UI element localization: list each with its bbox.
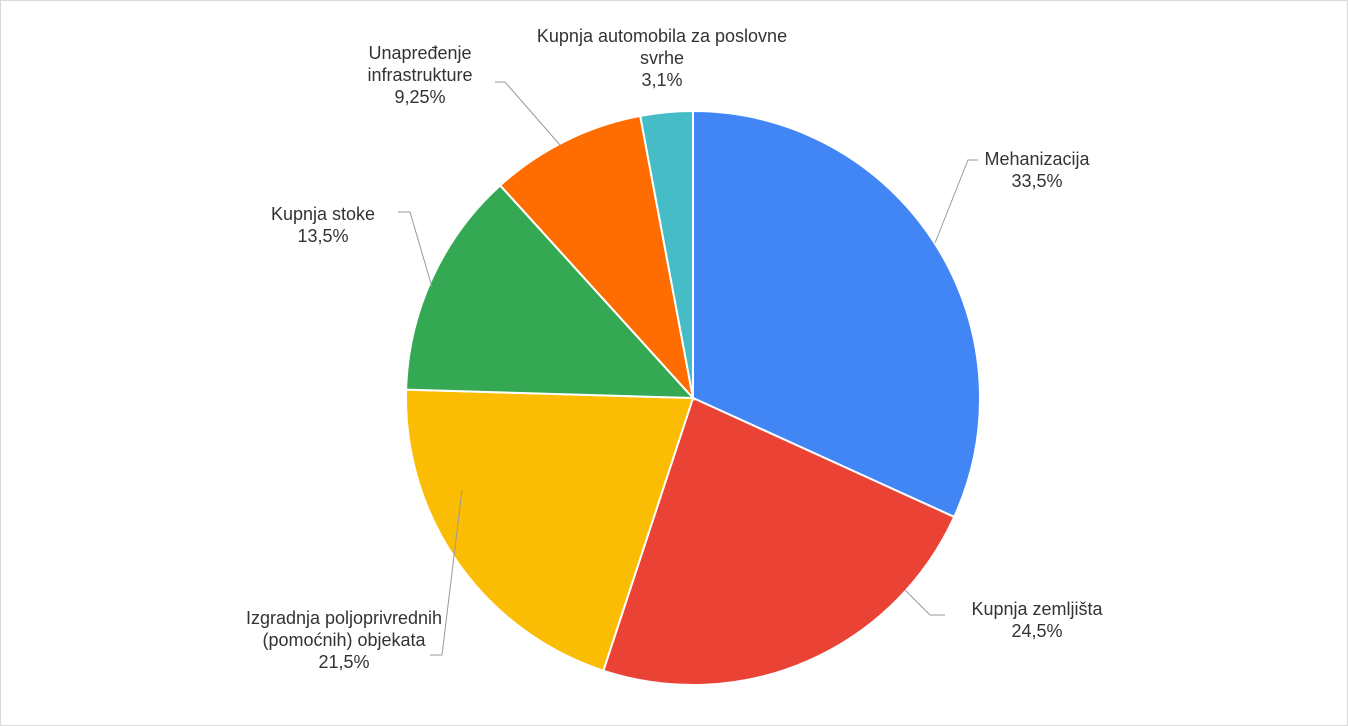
slice-name: Izgradnja poljoprivrednih (pomoćnih) obj… — [245, 608, 443, 650]
pie-slice — [692, 109, 981, 519]
slice-label: Kupnja stoke 13,5% — [233, 203, 413, 247]
slice-name: Kupnja zemljišta — [971, 599, 1103, 619]
slice-value: 3,1% — [641, 70, 683, 90]
slice-value: 24,5% — [1011, 621, 1063, 641]
leader-line — [398, 211, 433, 288]
slice-label: Mehanizacija 33,5% — [937, 148, 1137, 192]
slice-value: 21,5% — [318, 652, 370, 672]
slice-label: Izgradnja poljoprivrednih (pomoćnih) obj… — [239, 607, 449, 673]
slice-label: Unapređenje infrastrukture 9,25% — [320, 42, 520, 108]
leader-line — [495, 81, 561, 146]
slice-name: Kupnja stoke — [270, 204, 376, 224]
pie-slice — [639, 109, 694, 399]
pie-slice — [498, 114, 695, 402]
slice-value: 13,5% — [297, 226, 349, 246]
leader-line — [904, 589, 945, 616]
slice-label: Kupnja zemljišta 24,5% — [937, 598, 1137, 642]
slice-value: 33,5% — [1011, 171, 1063, 191]
slice-name: Kupnja automobila za poslovne svrhe — [536, 26, 788, 68]
pie-slice — [405, 183, 696, 400]
slice-label: Kupnja automobila za poslovne svrhe 3,1% — [532, 25, 792, 91]
leader-line — [934, 159, 978, 244]
slice-name: Unapređenje infrastrukture — [367, 43, 473, 85]
pie-slice — [602, 396, 956, 686]
pie-slice — [405, 388, 695, 672]
slice-value: 9,25% — [394, 87, 446, 107]
leader-line — [430, 489, 463, 656]
slice-name: Mehanizacija — [984, 149, 1090, 169]
